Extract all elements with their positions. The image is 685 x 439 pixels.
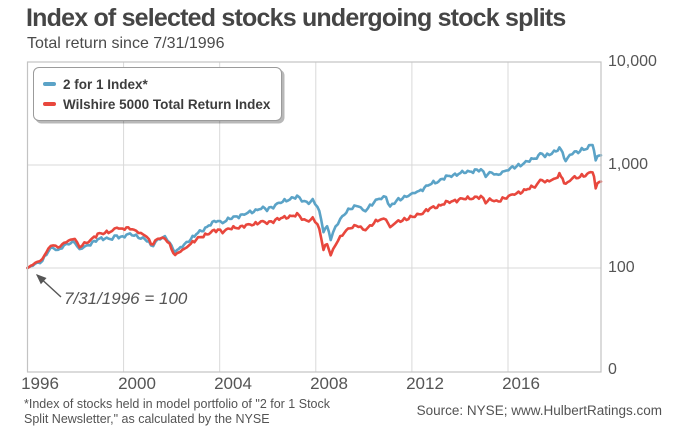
legend-item-2for1: 2 for 1 Index* xyxy=(43,74,270,94)
x-tick-2016: 2016 xyxy=(502,374,540,393)
y-tick-100: 100 xyxy=(608,259,635,276)
legend-label-wilshire: Wilshire 5000 Total Return Index xyxy=(63,96,271,112)
chart-subtitle: Total return since 7/31/1996 xyxy=(27,35,225,52)
x-tick-2012: 2012 xyxy=(406,374,444,393)
y-tick-10000: 10,000 xyxy=(608,53,657,70)
source-credit: Source: NYSE; www.HulbertRatings.com xyxy=(416,403,662,418)
annotation-arrow xyxy=(35,274,62,298)
x-tick-1996: 1996 xyxy=(21,374,59,393)
footnote-line-2: Split Newsletter," as calculated by the … xyxy=(24,412,270,426)
legend-label-2for1: 2 for 1 Index* xyxy=(63,76,148,92)
chart-title: Index of selected stocks undergoing stoc… xyxy=(26,4,566,32)
baseline-annotation: 7/31/1996 = 100 xyxy=(64,289,188,308)
x-tick-2000: 2000 xyxy=(118,374,156,393)
legend-swatch-red xyxy=(43,102,56,106)
x-tick-2008: 2008 xyxy=(310,374,348,393)
x-tick-2004: 2004 xyxy=(214,374,252,393)
legend-item-wilshire: Wilshire 5000 Total Return Index xyxy=(43,94,270,114)
legend-swatch-blue xyxy=(43,82,56,86)
y-tick-1000: 1,000 xyxy=(608,156,649,173)
footnote-line-1: *Index of stocks held in model portfolio… xyxy=(24,397,330,411)
footnote: *Index of stocks held in model portfolio… xyxy=(24,397,330,427)
legend: 2 for 1 Index* Wilshire 5000 Total Retur… xyxy=(33,67,283,121)
y-tick-0: 0 xyxy=(608,361,617,378)
